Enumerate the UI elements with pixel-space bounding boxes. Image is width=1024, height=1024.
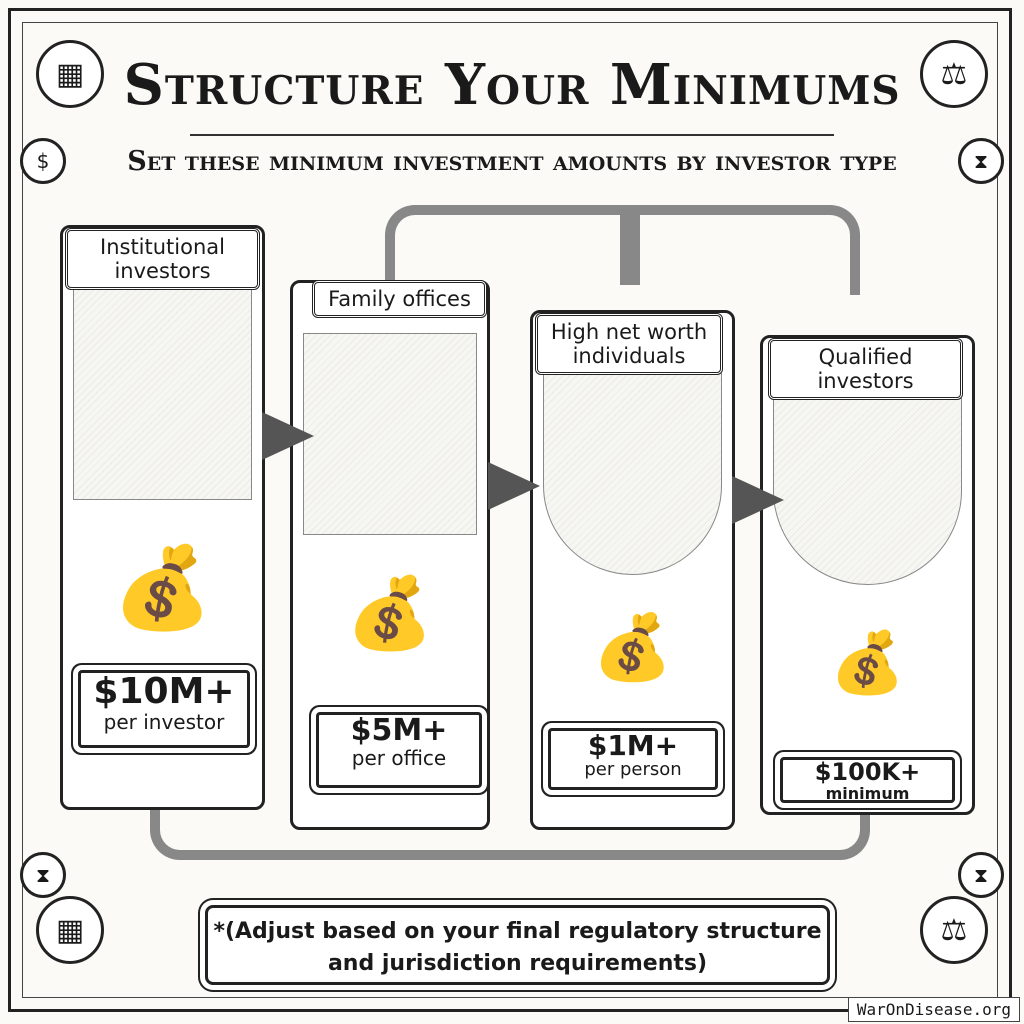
scales-icon: ⚖: [920, 40, 988, 108]
abacus-icon: ▦: [36, 40, 104, 108]
panel-title: Institutional investors: [65, 228, 260, 290]
hourglass-icon: ⧗: [958, 852, 1004, 898]
abacus-icon: ▦: [36, 896, 104, 964]
panel-title: High net worth individuals: [535, 313, 723, 375]
page-subtitle: Set these minimum investment amounts by …: [127, 146, 897, 177]
amount: $5M+: [350, 713, 448, 748]
amount-unit: per office: [351, 745, 447, 770]
city-skyline-illustration: [73, 288, 252, 500]
panel-qualified: 💰: [760, 335, 975, 815]
gentleman-illustration: [543, 373, 722, 575]
arrow-right-icon: [488, 462, 540, 510]
money-bag-icon: 💰: [773, 598, 962, 728]
bottom-pipe: [150, 800, 870, 860]
amount-banner: $10M+ per investor: [78, 670, 250, 748]
amount-unit: per investor: [103, 709, 225, 734]
panel-title: Qualified investors: [768, 338, 963, 400]
watermark[interactable]: WarOnDisease.org: [847, 997, 1020, 1022]
money-bag-icon: 💰: [543, 583, 722, 713]
arrow-right-icon: [732, 476, 784, 524]
inner-border: [22, 22, 998, 998]
top-pipe-branch: [620, 205, 640, 285]
amount-banner: $5M+ per office: [316, 712, 482, 788]
money-bag-icon: 💰: [303, 543, 477, 683]
footnote: *(Adjust based on your final regulatory …: [205, 905, 830, 985]
scales-icon: ⚖: [920, 896, 988, 964]
mansion-illustration: [303, 333, 477, 535]
amount: $10M+: [93, 671, 235, 712]
panel-title: Family offices: [312, 280, 487, 318]
hourglass-icon: ⧗: [958, 138, 1004, 184]
amount: $100K+: [814, 758, 921, 786]
title-divider: [190, 134, 834, 136]
amount-unit: per person: [584, 759, 682, 781]
professionals-illustration: [773, 398, 962, 585]
amount-banner: $1M+ per person: [548, 728, 718, 790]
page-title: Structure Your Minimums: [123, 52, 901, 118]
money-bag-icon: 💰: [73, 508, 252, 668]
arrow-right-icon: [262, 412, 314, 460]
amount-unit: minimum: [825, 784, 910, 804]
hourglass-icon: ⧗: [20, 852, 66, 898]
amount-banner: $100K+ minimum: [780, 757, 955, 803]
amount: $1M+: [587, 729, 679, 762]
outer-border: [8, 8, 1012, 1012]
dollar-gear-icon: $: [20, 138, 66, 184]
